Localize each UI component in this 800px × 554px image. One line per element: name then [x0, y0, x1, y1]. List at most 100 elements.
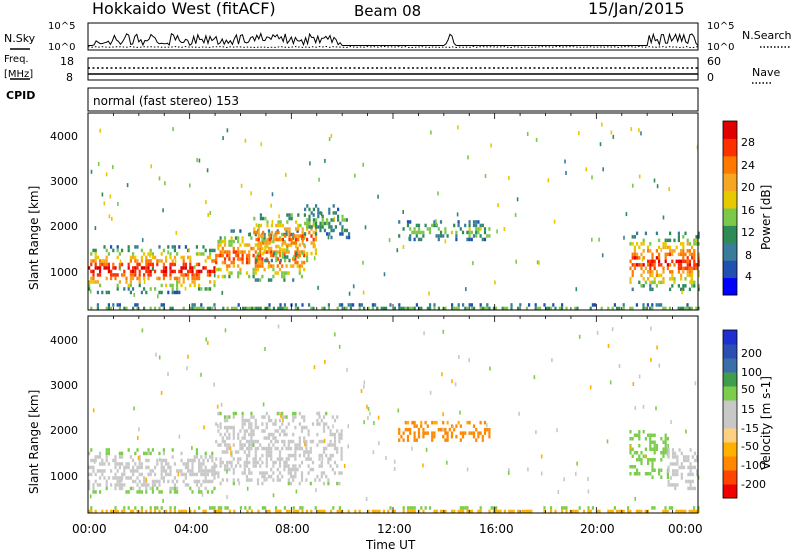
heat-cell: [265, 436, 268, 440]
heat-cell: [297, 234, 300, 238]
heat-cell: [243, 432, 246, 437]
heat-cell: [184, 472, 187, 477]
heat-cell: [118, 303, 121, 307]
heat-cell: [305, 425, 308, 430]
heat-cell: [294, 474, 297, 479]
heat-cell: [296, 443, 299, 447]
heat-cell: [634, 405, 637, 410]
heat-cell: [259, 471, 262, 475]
heat-cell: [189, 306, 192, 311]
heat-cell: [396, 248, 399, 253]
heat-cell: [259, 234, 262, 238]
heat-cell: [466, 509, 469, 514]
heat-cell: [257, 227, 260, 231]
heat-cell: [623, 235, 625, 240]
heat-cell: [292, 464, 295, 468]
heat-cell: [535, 137, 538, 142]
heat-cell: [230, 229, 233, 233]
heat-cell: [277, 237, 280, 242]
heat-cell: [189, 469, 192, 473]
heat-cell: [680, 451, 683, 456]
heat-cell: [295, 244, 298, 249]
heat-cell: [534, 306, 537, 311]
heat-cell: [470, 431, 473, 435]
heat-cell: [286, 244, 289, 249]
heat-cell: [129, 469, 132, 473]
heat-cell: [248, 467, 251, 472]
heat-cell: [288, 227, 291, 231]
heat-cell: [136, 276, 139, 281]
heat-cell: [241, 260, 244, 265]
heat-cell: [176, 276, 179, 281]
heat-cell: [298, 453, 301, 458]
heat-cell: [184, 465, 187, 470]
heat-cell: [398, 306, 401, 311]
heat-cell: [92, 280, 95, 284]
heat-cell: [682, 458, 686, 463]
heat-cell: [315, 488, 317, 493]
colorbar-cell: [723, 225, 737, 244]
heat-cell: [329, 439, 332, 444]
heat-cell: [259, 213, 262, 217]
heat-cell: [230, 425, 233, 430]
heat-cell: [310, 306, 313, 311]
heat-cell: [413, 237, 416, 242]
heat-cell: [638, 437, 641, 441]
heat-cell: [472, 424, 476, 428]
heat-cell: [245, 271, 249, 275]
heat-cell: [695, 263, 698, 267]
heat-cell: [640, 451, 643, 455]
heat-cell: [644, 447, 647, 451]
heat-cell: [315, 225, 318, 229]
heat-cell: [338, 506, 341, 510]
heat-cell: [479, 223, 482, 228]
heat-cell: [292, 234, 295, 238]
heat-cell: [118, 479, 121, 484]
heat-cell: [149, 306, 152, 311]
heat-cell: [167, 472, 170, 477]
heat-cell: [266, 306, 269, 311]
power-cbar-tick-4: 4: [745, 270, 752, 283]
heat-cell: [677, 238, 680, 243]
heat-cell: [245, 453, 249, 458]
heat-cell: [204, 287, 207, 291]
heat-cell: [409, 237, 412, 242]
heat-cell: [178, 509, 181, 514]
heat-cell: [259, 278, 262, 282]
heat-cell: [631, 273, 634, 278]
heat-cell: [261, 453, 264, 458]
heat-cell: [222, 306, 225, 311]
heat-cell: [283, 506, 286, 510]
heat-cell: [642, 454, 645, 458]
heat-cell: [289, 481, 293, 486]
heat-cell: [132, 486, 135, 491]
heat-cell: [248, 432, 251, 437]
heat-cell: [662, 266, 665, 271]
heat-cell: [143, 479, 146, 484]
heat-cell: [503, 306, 506, 311]
heat-cell: [129, 255, 132, 260]
heat-cell: [118, 483, 121, 487]
heat-cell: [99, 273, 102, 277]
heat-cell: [114, 509, 117, 514]
heat-cell: [209, 455, 212, 459]
heat-cell: [301, 251, 304, 256]
heat-cell: [193, 303, 196, 307]
heat-cell: [666, 245, 669, 250]
heat-cell: [666, 452, 669, 457]
heat-cell: [638, 174, 641, 179]
heat-cell: [629, 306, 632, 311]
heat-cell: [671, 259, 674, 264]
heat-cell: [574, 306, 577, 311]
heat-cell: [219, 432, 222, 437]
heat-cell: [671, 506, 674, 510]
heat-cell: [666, 475, 669, 479]
station-title: Hokkaido West (fitACF): [92, 0, 276, 18]
heat-cell: [481, 237, 484, 242]
heat-cell: [321, 306, 324, 311]
noise-ytick-left-top: 10^5: [48, 21, 75, 32]
heat-cell: [314, 478, 317, 482]
heat-cell: [223, 450, 227, 454]
heat-cell: [237, 303, 240, 307]
noise-ytick-right-top: 10^5: [707, 21, 734, 32]
